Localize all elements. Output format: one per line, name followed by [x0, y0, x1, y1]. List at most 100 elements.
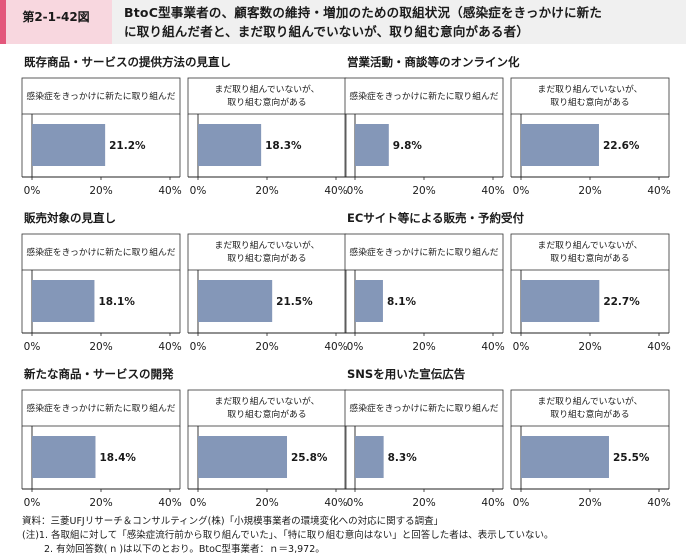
x-tick-label: 40%: [647, 497, 670, 509]
bar: [32, 124, 106, 166]
x-tick-label: 20%: [89, 185, 112, 197]
series-label-box: [187, 233, 347, 271]
x-tick-label: 0%: [347, 497, 364, 509]
series-label-box: [21, 233, 181, 271]
x-tick-label: 40%: [324, 341, 347, 353]
data-label: 18.1%: [98, 296, 135, 308]
data-label: 18.3%: [265, 140, 302, 152]
x-tick-label: 40%: [481, 341, 504, 353]
bar: [198, 124, 262, 166]
series-label-box: [510, 389, 670, 427]
x-tick-label: 40%: [481, 497, 504, 509]
series-label-box: [21, 77, 181, 115]
series-label: 取り組む意向がある: [550, 408, 629, 420]
x-tick-label: 40%: [647, 185, 670, 197]
x-tick-label: 0%: [190, 341, 207, 353]
source-note: 資料：三菱UFJリサーチ＆コンサルティング(株)「小規模事業者の環境変化への対応…: [22, 516, 444, 527]
series-label: 取り組む意向がある: [550, 96, 629, 108]
series-label: 感染症をきっかけに新たに取り組んだ: [26, 402, 175, 414]
series-label-box: [344, 233, 504, 271]
series-label: 取り組む意向がある: [227, 408, 306, 420]
series-label-box: [21, 389, 181, 427]
bar: [521, 436, 609, 478]
series-label: まだ取り組んでいないが、: [538, 395, 643, 407]
data-label: 25.8%: [291, 452, 328, 464]
x-tick-label: 20%: [255, 341, 278, 353]
series-label: まだ取り組んでいないが、: [215, 395, 320, 407]
series-label: まだ取り組んでいないが、: [215, 83, 320, 95]
series-label: 感染症をきっかけに新たに取り組んだ: [349, 246, 498, 258]
x-tick-label: 40%: [324, 185, 347, 197]
figure-title-line1: BtoC型事業者の、顧客数の維持・増加のための取組状況（感染症をきっかけに新た: [124, 5, 603, 20]
data-label: 21.2%: [109, 140, 146, 152]
data-label: 18.4%: [99, 452, 136, 464]
series-label: 取り組む意向がある: [227, 96, 306, 108]
notes: 資料：三菱UFJリサーチ＆コンサルティング(株)「小規模事業者の環境変化への対応…: [22, 515, 553, 557]
bar: [355, 124, 389, 166]
series-label: 感染症をきっかけに新たに取り組んだ: [26, 90, 175, 102]
data-label: 8.1%: [387, 296, 417, 308]
figure-header: 第2-1-42図 BtoC型事業者の、顧客数の維持・増加のための取組状況（感染症…: [0, 0, 686, 44]
x-tick-label: 0%: [347, 185, 364, 197]
data-label: 22.6%: [603, 140, 640, 152]
note-2: 2. 有効回答数( n )は以下のとおり。BtoC型事業者：ｎ＝3,972。: [44, 544, 325, 555]
data-label: 21.5%: [276, 296, 313, 308]
panel-title: 新たな商品・サービスの開発: [24, 367, 174, 381]
x-tick-label: 20%: [578, 497, 601, 509]
bar: [521, 124, 599, 166]
x-tick-label: 0%: [513, 185, 530, 197]
series-label: 取り組む意向がある: [550, 252, 629, 264]
x-tick-label: 0%: [347, 341, 364, 353]
x-tick-label: 40%: [481, 185, 504, 197]
x-tick-label: 40%: [324, 497, 347, 509]
x-tick-label: 20%: [255, 497, 278, 509]
x-tick-label: 40%: [158, 185, 181, 197]
x-tick-label: 20%: [255, 185, 278, 197]
x-tick-label: 20%: [578, 341, 601, 353]
bar: [355, 280, 383, 322]
figure-title: BtoC型事業者の、顧客数の維持・増加のための取組状況（感染症をきっかけに新た …: [124, 3, 680, 41]
x-tick-label: 20%: [412, 497, 435, 509]
bar: [198, 436, 288, 478]
bar: [355, 436, 384, 478]
x-tick-label: 0%: [513, 497, 530, 509]
series-label-box: [344, 389, 504, 427]
bar: [198, 280, 273, 322]
series-label-box: [344, 77, 504, 115]
x-tick-label: 20%: [412, 341, 435, 353]
x-tick-label: 0%: [24, 185, 41, 197]
bar: [32, 436, 96, 478]
x-tick-label: 20%: [89, 497, 112, 509]
panel-title: SNSを用いた宣伝広告: [347, 367, 466, 381]
figure-title-line2: に取り組んだ者と、まだ取り組んでいないが、取り組む意向がある者）: [124, 24, 530, 39]
x-tick-label: 40%: [158, 341, 181, 353]
x-tick-label: 40%: [647, 341, 670, 353]
series-label: 取り組む意向がある: [227, 252, 306, 264]
data-label: 25.5%: [613, 452, 650, 464]
x-tick-label: 0%: [190, 185, 207, 197]
series-label: 感染症をきっかけに新たに取り組んだ: [349, 402, 498, 414]
series-label: まだ取り組んでいないが、: [215, 239, 320, 251]
series-label: 感染症をきっかけに新たに取り組んだ: [349, 90, 498, 102]
x-tick-label: 0%: [190, 497, 207, 509]
x-tick-label: 20%: [412, 185, 435, 197]
x-tick-label: 0%: [513, 341, 530, 353]
series-label-box: [510, 233, 670, 271]
series-label-box: [187, 77, 347, 115]
data-label: 8.3%: [388, 452, 418, 464]
panel-title: 営業活動・商談等のオンライン化: [347, 55, 520, 69]
note-1: (注)1. 各取組に対して「感染症流行前から取り組んでいた」、「特に取り組む意向…: [22, 530, 554, 541]
series-label-box: [510, 77, 670, 115]
panel-title: ECサイト等による販売・予約受付: [347, 211, 524, 225]
panel-title: 既存商品・サービスの提供方法の見直し: [24, 55, 231, 69]
series-label-box: [187, 389, 347, 427]
series-label: まだ取り組んでいないが、: [538, 239, 643, 251]
series-label: 感染症をきっかけに新たに取り組んだ: [26, 246, 175, 258]
data-label: 9.8%: [393, 140, 423, 152]
bar: [32, 280, 95, 322]
x-tick-label: 20%: [89, 341, 112, 353]
series-label: まだ取り組んでいないが、: [538, 83, 643, 95]
data-label: 22.7%: [603, 296, 640, 308]
x-tick-label: 20%: [578, 185, 601, 197]
